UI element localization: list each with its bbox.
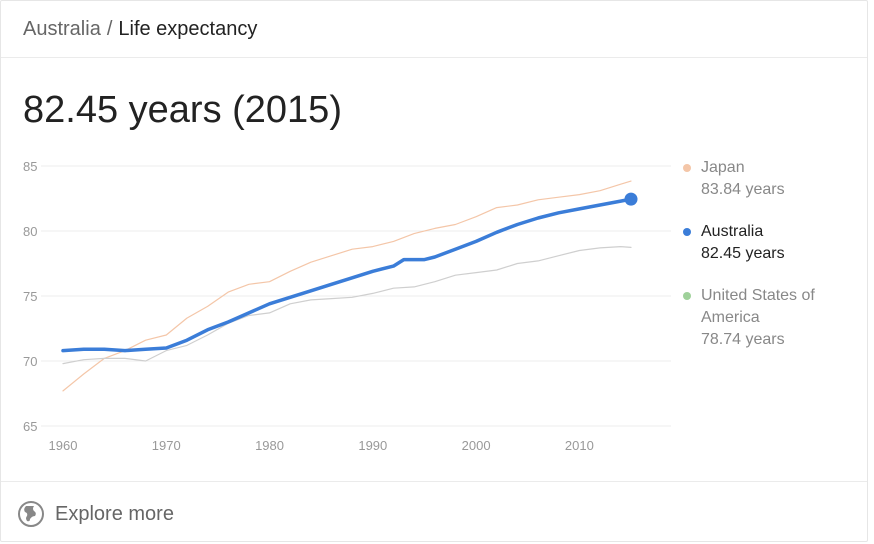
x-tick-label: 1990 (358, 438, 387, 453)
breadcrumb: Australia / Life expectancy (23, 15, 257, 43)
explore-more-link[interactable]: Explore more (17, 498, 174, 530)
header-divider (1, 57, 867, 58)
series-line-australia (61, 197, 633, 353)
y-tick-label: 70 (23, 354, 37, 369)
chart-legend: Japan 83.84 years Australia 82.45 years … (681, 157, 861, 371)
headline-value: 82.45 years (2015) (23, 89, 342, 131)
x-tick-label: 2000 (462, 438, 491, 453)
y-tick-label: 65 (23, 419, 37, 434)
y-tick-label: 75 (23, 289, 37, 304)
globe-icon (18, 501, 44, 527)
x-tick-label: 2010 (565, 438, 594, 453)
series-line-japan (62, 180, 632, 392)
legend-country-value: 78.74 years (701, 331, 785, 348)
highlight-point (624, 192, 638, 206)
legend-country-name: United States of America (701, 287, 815, 326)
y-tick-label: 85 (23, 159, 37, 174)
legend-country-name: Japan (701, 159, 745, 176)
life-expectancy-chart[interactable]: 65 70 75 80 85 1960 1970 1980 1990 2000 2010 (1, 151, 671, 456)
legend-item-australia[interactable]: Australia 82.45 years (681, 221, 861, 265)
y-tick-label: 80 (23, 224, 37, 239)
legend-country-value: 83.84 years (701, 181, 785, 198)
footer-divider (1, 481, 867, 482)
x-tick-label: 1970 (152, 438, 181, 453)
x-tick-label: 1960 (49, 438, 78, 453)
series-line-united-states-of-america (62, 246, 632, 365)
legend-item-japan[interactable]: Japan 83.84 years (681, 157, 861, 201)
legend-dot-icon (683, 228, 691, 236)
breadcrumb-separator: / (106, 18, 113, 40)
legend-dot-icon (683, 164, 691, 172)
legend-country-name: Australia (701, 223, 764, 240)
x-tick-label: 1980 (255, 438, 284, 453)
explore-more-label: Explore more (55, 502, 174, 525)
legend-country-value: 82.45 years (701, 245, 785, 262)
legend-dot-icon (683, 292, 691, 300)
breadcrumb-topic: Life expectancy (118, 18, 258, 40)
legend-item-usa[interactable]: United States of America 78.74 years (681, 285, 861, 351)
breadcrumb-country-link[interactable]: Australia (23, 18, 101, 40)
